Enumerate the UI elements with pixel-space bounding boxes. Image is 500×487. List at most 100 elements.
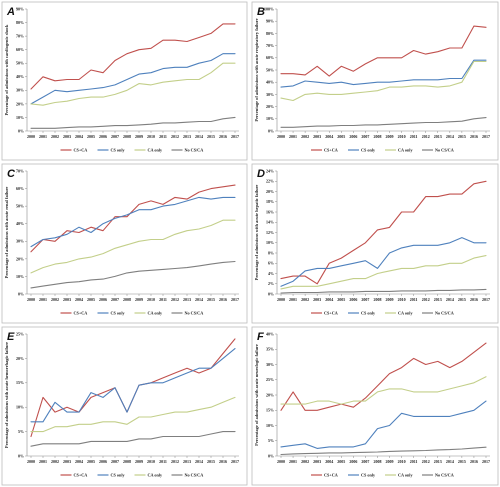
x-tick-label: 2001 <box>289 134 297 139</box>
x-tick-label: 2013 <box>183 134 191 139</box>
y-axis-label: Percentage of admissions with acute rena… <box>4 187 9 279</box>
y-tick-label: 10% <box>16 405 24 410</box>
x-tick-label: 2014 <box>195 297 203 302</box>
x-tick-label: 2015 <box>207 459 215 464</box>
y-tick-label: 5% <box>268 438 274 443</box>
series-line-cs-ca <box>280 180 487 285</box>
series-line-ca-only <box>280 255 487 290</box>
y-tick-label: 14% <box>266 220 274 225</box>
y-tick-label: 40% <box>266 80 274 85</box>
x-tick-label: 2000 <box>27 459 35 464</box>
y-tick-label: 10% <box>266 116 274 121</box>
series-line-no-cs-ca <box>280 288 487 294</box>
series-line-no-cs-ca <box>30 260 236 289</box>
y-tick-label: 10% <box>16 115 24 120</box>
x-tick-label: 2004 <box>325 459 333 464</box>
x-tick-label: 2011 <box>410 297 418 302</box>
series-line-cs-only <box>30 196 236 248</box>
x-tick-label: 2015 <box>207 134 215 139</box>
y-tick-label: 60% <box>16 47 24 52</box>
x-tick-label: 2013 <box>434 134 442 139</box>
series-line-cs-ca <box>30 23 236 90</box>
x-tick-label: 2002 <box>301 134 309 139</box>
panel-b: B 0% 10% 20% 30% 40% 50% 60% 70% 80% 90% 100% 2000 20… <box>251 1 499 161</box>
x-tick-label: 2016 <box>219 459 227 464</box>
x-tick-label: 2008 <box>123 134 131 139</box>
x-tick-label: 2010 <box>398 459 406 464</box>
x-tick-label: 2009 <box>386 297 394 302</box>
legend-label: CS only <box>361 148 376 153</box>
y-tick-label: 30% <box>16 239 24 244</box>
x-tick-label: 2014 <box>195 134 203 139</box>
x-tick-label: 2006 <box>349 134 357 139</box>
x-tick-label: 2006 <box>99 134 107 139</box>
x-tick-label: 2011 <box>410 134 418 139</box>
y-tick-label: 30% <box>266 92 274 97</box>
series-line-cs-only <box>280 400 487 449</box>
x-tick-label: 2015 <box>207 297 215 302</box>
x-tick-label: 2008 <box>373 297 381 302</box>
x-tick-label: 2015 <box>458 297 466 302</box>
x-tick-label: 2010 <box>147 134 155 139</box>
y-tick-label: 20% <box>266 189 274 194</box>
y-axis-label: Percentage of admissions with acute resp… <box>254 18 259 121</box>
y-tick-label: 15% <box>266 408 274 413</box>
legend-label: CS only <box>111 473 126 478</box>
series-line-ca-only <box>280 60 487 102</box>
panel-frame <box>251 1 499 161</box>
x-tick-label: 2001 <box>289 297 297 302</box>
series-line-cs-only <box>30 53 236 105</box>
y-tick-label: 30% <box>16 88 24 93</box>
x-tick-label: 2009 <box>135 459 143 464</box>
legend-label: CA only <box>398 148 413 153</box>
y-tick-label: 16% <box>266 209 274 214</box>
x-tick-label: 2014 <box>195 459 203 464</box>
x-tick-label: 2005 <box>337 134 345 139</box>
y-axis-label: Percentage of admissions with acute neur… <box>254 344 259 446</box>
y-tick-label: 40% <box>266 331 274 336</box>
legend-label: CS only <box>111 311 126 316</box>
legend-label: No CS/CA <box>185 311 204 316</box>
x-tick-label: 2011 <box>159 134 167 139</box>
y-tick-label: 6% <box>268 261 274 266</box>
x-tick-label: 2000 <box>277 459 285 464</box>
panel-letter: B <box>257 6 265 18</box>
y-tick-label: 0% <box>268 128 274 133</box>
y-tick-label: 25% <box>266 377 274 382</box>
y-tick-label: 30% <box>266 362 274 367</box>
legend-label: CA only <box>148 148 163 153</box>
y-tick-label: 0% <box>18 291 24 296</box>
y-tick-label: 20% <box>16 101 24 106</box>
x-tick-label: 2007 <box>361 297 369 302</box>
x-tick-label: 2014 <box>446 297 454 302</box>
legend-label: CA only <box>148 473 163 478</box>
x-tick-label: 2007 <box>361 134 369 139</box>
x-tick-label: 2016 <box>219 134 227 139</box>
y-tick-label: 5% <box>18 429 24 434</box>
x-tick-label: 2002 <box>51 459 59 464</box>
x-tick-label: 2004 <box>75 297 83 302</box>
series-line-no-cs-ca <box>30 116 236 129</box>
x-tick-label: 2011 <box>159 297 167 302</box>
x-tick-label: 2006 <box>99 459 107 464</box>
series-line-cs-ca <box>30 184 236 253</box>
series-line-ca-only <box>30 396 236 433</box>
y-axis-label: Percentage of admissions with cardiogeni… <box>4 24 9 116</box>
x-tick-label: 2017 <box>231 459 239 464</box>
x-tick-label: 2017 <box>231 134 239 139</box>
x-tick-label: 2010 <box>147 459 155 464</box>
x-tick-label: 2007 <box>111 134 119 139</box>
x-tick-label: 2008 <box>123 459 131 464</box>
x-tick-label: 2012 <box>171 297 179 302</box>
legend-label: CA only <box>398 311 413 316</box>
x-tick-label: 2007 <box>111 459 119 464</box>
y-tick-label: 0% <box>18 128 24 133</box>
legend-label: CS only <box>361 311 376 316</box>
legend-label: CS+CA <box>324 311 338 316</box>
x-tick-label: 2005 <box>87 459 95 464</box>
x-tick-label: 2000 <box>27 134 35 139</box>
x-tick-label: 2011 <box>410 459 418 464</box>
x-tick-label: 2013 <box>183 459 191 464</box>
x-tick-label: 2007 <box>111 297 119 302</box>
